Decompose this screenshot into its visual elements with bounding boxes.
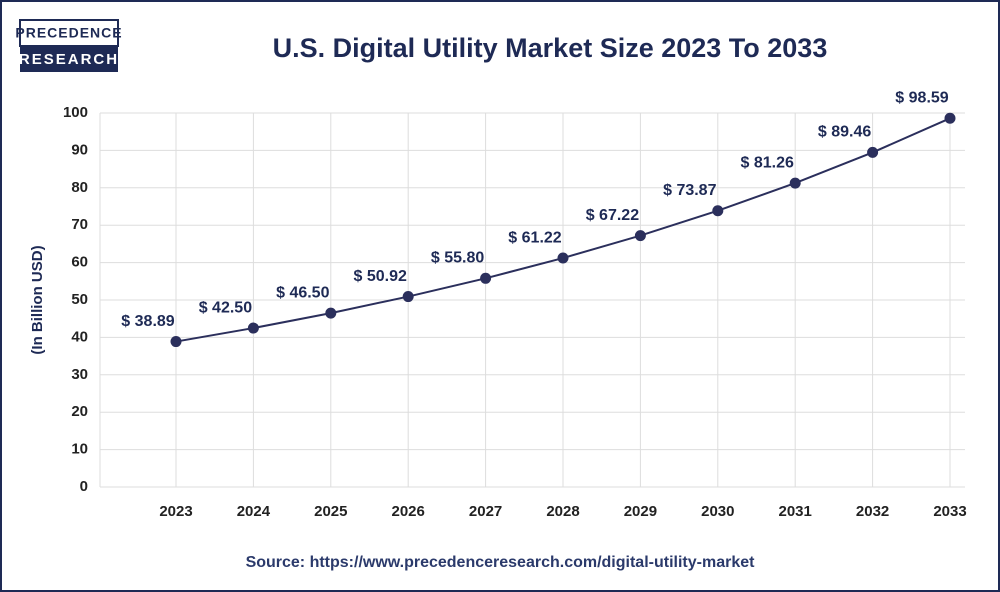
data-label: $ 89.46 bbox=[818, 124, 871, 141]
x-tick-label: 2025 bbox=[314, 503, 347, 520]
y-tick-label: 30 bbox=[71, 366, 88, 383]
x-tick-label: 2023 bbox=[159, 503, 192, 520]
logo-text: PRECEDENCE bbox=[15, 25, 122, 41]
point bbox=[944, 112, 956, 124]
logo-text: RESEARCH bbox=[19, 51, 119, 68]
source: Source: https://www.precedenceresearch.c… bbox=[246, 554, 756, 571]
data-label: $ 73.87 bbox=[663, 182, 716, 199]
x-tick-label: 2028 bbox=[546, 503, 579, 520]
y-tick-label: 100 bbox=[63, 104, 88, 121]
data-label: $ 55.80 bbox=[431, 250, 484, 267]
point bbox=[325, 307, 337, 319]
data-label: $ 61.22 bbox=[508, 229, 561, 246]
point bbox=[634, 230, 646, 242]
data-label: $ 81.26 bbox=[741, 154, 794, 171]
point bbox=[789, 177, 801, 189]
point bbox=[480, 272, 492, 284]
data-label: $ 98.59 bbox=[895, 89, 948, 106]
point bbox=[402, 291, 414, 303]
data-label: $ 38.89 bbox=[121, 313, 174, 330]
x-tick-label: 2032 bbox=[856, 503, 889, 520]
logo: PRECEDENCE RESEARCH bbox=[15, 19, 122, 72]
logo-bottom bbox=[20, 46, 118, 72]
x-tick-label: 2033 bbox=[933, 503, 966, 520]
data-label: $ 42.50 bbox=[199, 299, 252, 316]
x-tick-label: 2031 bbox=[779, 503, 812, 520]
point bbox=[867, 146, 879, 158]
y-tick-label: 70 bbox=[71, 216, 88, 233]
y-tick-label: 90 bbox=[71, 141, 88, 158]
point bbox=[557, 252, 569, 264]
y-tick-label: 50 bbox=[71, 291, 88, 308]
y-tick-label: 10 bbox=[71, 441, 88, 458]
y-tick-label: 60 bbox=[71, 254, 88, 271]
x-tick-label: 2024 bbox=[237, 503, 271, 520]
data-label: $ 46.50 bbox=[276, 284, 329, 301]
point bbox=[712, 205, 724, 217]
point bbox=[247, 322, 259, 334]
y-tick-label: 80 bbox=[71, 179, 88, 196]
y-axis-label: (In Billion USD) bbox=[29, 245, 46, 354]
y-tick-label: 20 bbox=[71, 403, 88, 420]
y-tick-label: 0 bbox=[80, 478, 88, 495]
point bbox=[170, 336, 182, 348]
data-label: $ 50.92 bbox=[354, 268, 407, 285]
y-tick-label: 40 bbox=[71, 328, 88, 345]
x-tick-label: 2029 bbox=[624, 503, 657, 520]
x-tick-label: 2030 bbox=[701, 503, 734, 520]
x-tick-label: 2026 bbox=[392, 503, 425, 520]
data-label: $ 67.22 bbox=[586, 207, 639, 224]
chart-title: U.S. Digital Utility Market Size 2023 To… bbox=[273, 33, 828, 63]
x-tick-label: 2027 bbox=[469, 503, 502, 520]
